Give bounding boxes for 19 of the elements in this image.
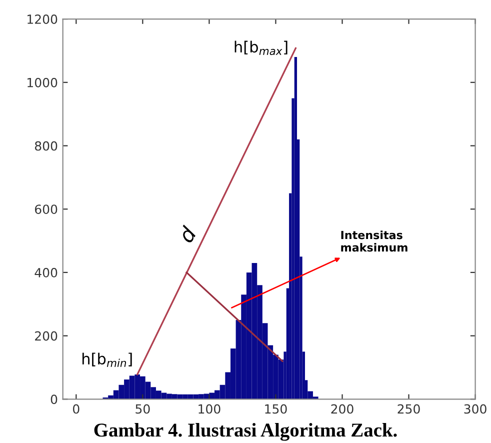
annotation: d (177, 224, 198, 244)
x-tick-label: 50 (136, 404, 150, 414)
x-tick-label: 150 (265, 404, 287, 414)
y-tick-label: 600 (35, 204, 58, 214)
y-tick-label: 1200 (28, 14, 58, 24)
annotation: h[b$_{min}$] (82, 352, 132, 367)
x-tick-label: 200 (331, 404, 354, 414)
annotation: Intensitas maksimum (341, 230, 408, 252)
y-tick-label: 800 (34, 141, 58, 151)
x-tick-label: 300 (464, 404, 486, 414)
x-tick-label: 100 (198, 404, 220, 414)
annotation: h[b$_{max}$] (234, 40, 288, 56)
y-tick-label: 200 (35, 331, 58, 341)
x-tick-label: 250 (398, 404, 420, 414)
y-tick-label: 1000 (28, 78, 58, 88)
y-tick-label: 0 (50, 394, 58, 404)
text: Gambar 4. Ilustrasi Algoritma Zack. (94, 423, 397, 441)
y-tick-label: 400 (34, 268, 58, 278)
x-tick-label: 0 (73, 404, 80, 414)
